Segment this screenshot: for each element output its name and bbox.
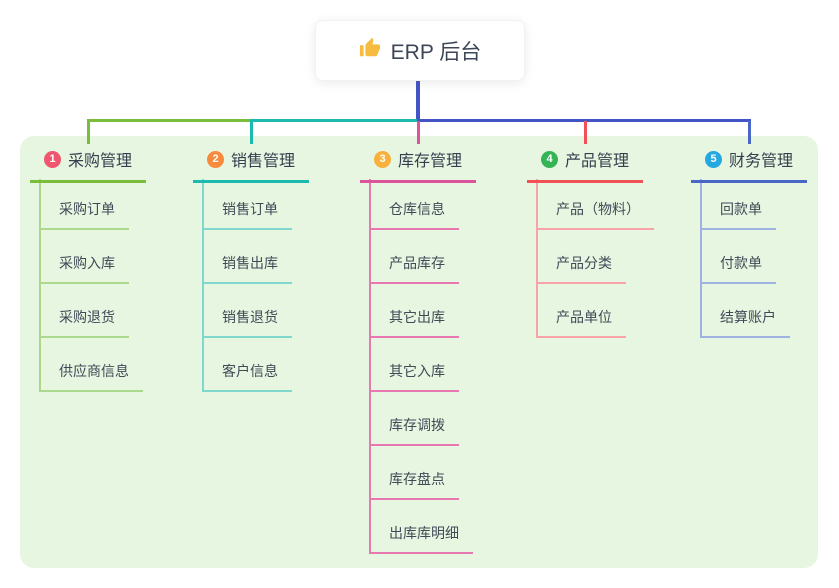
branch-children: 产品（物料） 产品分类产品单位: [536, 179, 654, 338]
child-node[interactable]: 库存调拨: [371, 415, 459, 446]
branch-head[interactable]: 3 库存管理: [360, 147, 477, 183]
branch-label: 库存管理: [398, 153, 463, 170]
branch-children: 回款单付款单结算账户: [700, 179, 790, 338]
branch-number-badge: 5: [705, 150, 722, 168]
child-node[interactable]: 客户信息: [204, 361, 292, 392]
child-node[interactable]: 采购订单: [41, 199, 129, 230]
branch-head[interactable]: 2 销售管理: [193, 147, 310, 183]
branch-children: 仓库信息产品库存其它出库其它入库库存调拨库存盘点出库库明细: [369, 179, 473, 554]
branch-label: 采购管理: [68, 153, 133, 170]
branch-drop-line: [416, 121, 420, 144]
branch-drop-line: [583, 121, 587, 144]
child-node[interactable]: 产品库存: [371, 253, 459, 284]
branch-number-badge: 1: [44, 150, 61, 168]
branch-head[interactable]: 5 财务管理: [691, 147, 808, 183]
child-node[interactable]: 产品单位: [538, 307, 626, 338]
branch-drop-line: [249, 121, 253, 144]
branch-drop-line: [86, 121, 90, 144]
branch-children: 采购订单采购入库采购退货供应商信息: [39, 179, 143, 392]
child-node[interactable]: 出库库明细: [371, 523, 473, 554]
branch-head[interactable]: 1 采购管理: [30, 147, 147, 183]
branch-connector-segment: [416, 119, 751, 122]
child-node[interactable]: 销售退货: [204, 307, 292, 338]
root-title: ERP 后台: [390, 40, 482, 64]
child-node[interactable]: 其它入库: [371, 361, 459, 392]
branch-drop-line: [747, 121, 751, 144]
branch-number-badge: 4: [541, 150, 558, 168]
branches-panel: [20, 136, 818, 568]
root-node[interactable]: ERP 后台: [315, 20, 525, 81]
branch-label: 销售管理: [231, 153, 296, 170]
child-node[interactable]: 销售订单: [204, 199, 292, 230]
child-node[interactable]: 付款单: [702, 253, 776, 284]
branch-connector-segment: [86, 119, 253, 122]
child-node[interactable]: 其它出库: [371, 307, 459, 338]
thumbs-up-icon: [359, 37, 381, 65]
branch-children: 销售订单销售出库销售退货客户信息: [202, 179, 292, 392]
branch-number-badge: 3: [374, 150, 391, 168]
branch-head[interactable]: 4 产品管理: [527, 147, 644, 183]
child-node[interactable]: 结算账户: [702, 307, 790, 338]
child-node[interactable]: 产品分类: [538, 253, 626, 284]
branch-label: 产品管理: [565, 153, 630, 170]
child-node[interactable]: 采购退货: [41, 307, 129, 338]
branch-label: 财务管理: [729, 153, 794, 170]
branch-connector-segment: [249, 119, 420, 122]
child-node[interactable]: 销售出库: [204, 253, 292, 284]
child-node[interactable]: 产品（物料）: [538, 199, 654, 230]
root-connector-line: [416, 79, 420, 121]
child-node[interactable]: 供应商信息: [41, 361, 143, 392]
child-node[interactable]: 库存盘点: [371, 469, 459, 500]
branch-number-badge: 2: [207, 150, 224, 168]
child-node[interactable]: 采购入库: [41, 253, 129, 284]
child-node[interactable]: 仓库信息: [371, 199, 459, 230]
child-node[interactable]: 回款单: [702, 199, 776, 230]
